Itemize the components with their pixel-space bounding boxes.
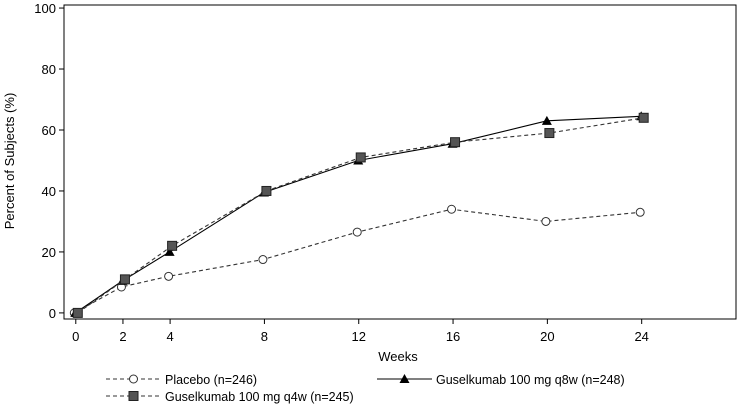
data-point (261, 185, 272, 196)
y-tick-label: 0 (49, 306, 56, 321)
y-tick-label: 60 (42, 123, 56, 138)
y-tick-label: 20 (42, 245, 56, 260)
legend-marker (129, 374, 138, 384)
data-point (119, 274, 130, 285)
series-line (74, 115, 642, 314)
legend-label: Guselkumab 100 mg q4w (n=245) (165, 390, 354, 404)
x-axis-label: Weeks (378, 349, 418, 364)
series-line (74, 208, 641, 314)
x-tick-label: 2 (119, 329, 126, 344)
legend-marker (399, 374, 410, 383)
x-tick-label: 4 (166, 329, 173, 344)
data-point (544, 128, 555, 139)
legend-label: Guselkumab 100 mg q8w (n=248) (436, 373, 625, 387)
y-tick-label: 40 (42, 184, 56, 199)
x-tick-label: 8 (261, 329, 268, 344)
plot-frame (63, 4, 737, 320)
data-point (352, 227, 362, 237)
x-tick-label: 24 (634, 329, 648, 344)
data-point (167, 240, 178, 251)
series-line (77, 117, 644, 314)
data-point (638, 112, 649, 123)
x-tick-label: 16 (446, 329, 460, 344)
data-point (72, 307, 83, 318)
legend-label: Placebo (n=246) (165, 373, 257, 387)
data-point (164, 271, 174, 281)
data-point (635, 207, 645, 217)
data-point (164, 246, 175, 256)
data-point (447, 204, 457, 214)
y-axis-label: Percent of Subjects (%) (2, 93, 17, 230)
data-point (541, 216, 551, 226)
x-tick-label: 0 (72, 329, 79, 344)
data-point (541, 115, 552, 125)
data-point (450, 137, 461, 148)
y-tick-label: 80 (42, 62, 56, 77)
x-tick-label: 12 (352, 329, 366, 344)
x-tick-label: 20 (540, 329, 554, 344)
data-point (355, 152, 366, 163)
legend-marker (128, 391, 139, 401)
legend: Placebo (n=246) Guselkumab 100 mg q8w (n=… (106, 373, 625, 404)
y-tick-label: 100 (34, 1, 56, 16)
data-point (258, 255, 268, 265)
